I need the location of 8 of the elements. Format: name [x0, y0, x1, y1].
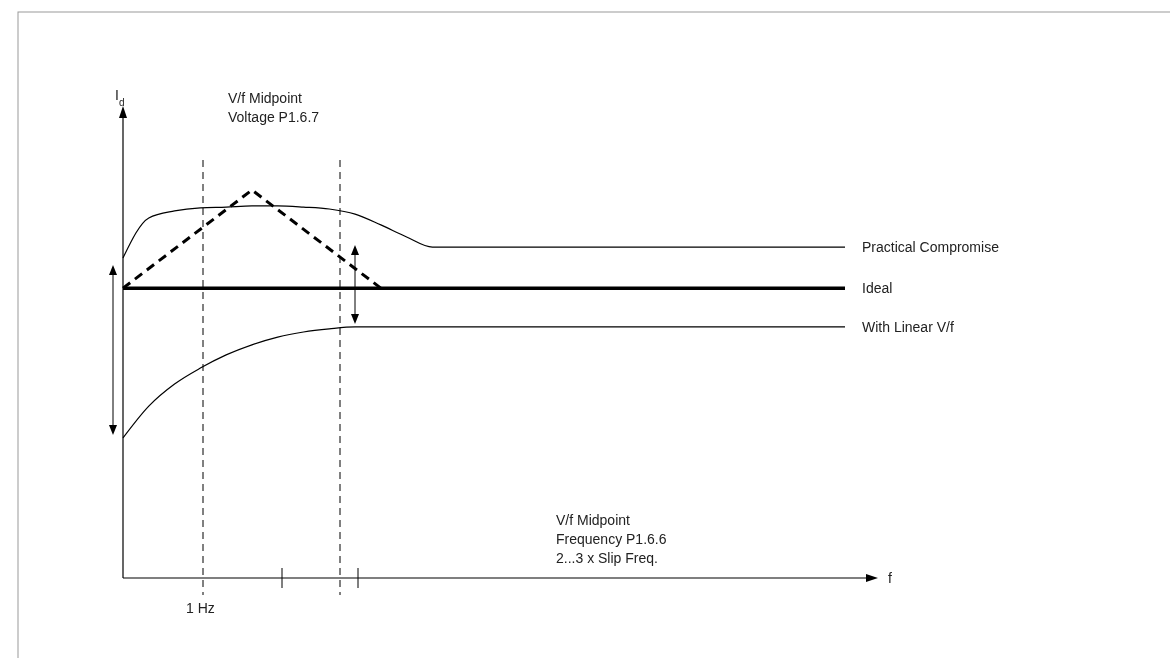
text: I$_{d}$ — [115, 87, 125, 108]
series-label: With Linear V/f — [862, 318, 954, 335]
series-label: Ideal — [862, 280, 893, 297]
text: V/f Midpoint Voltage P1.6.7 — [228, 90, 320, 125]
series-label: Practical Compromise — [862, 239, 1000, 256]
x-axis-title: f — [888, 570, 892, 586]
annotation: V/f Midpoint Frequency P1.6.6 2...3 x Slip Freq. — [556, 512, 667, 566]
text: 1 Hz — [186, 600, 215, 616]
